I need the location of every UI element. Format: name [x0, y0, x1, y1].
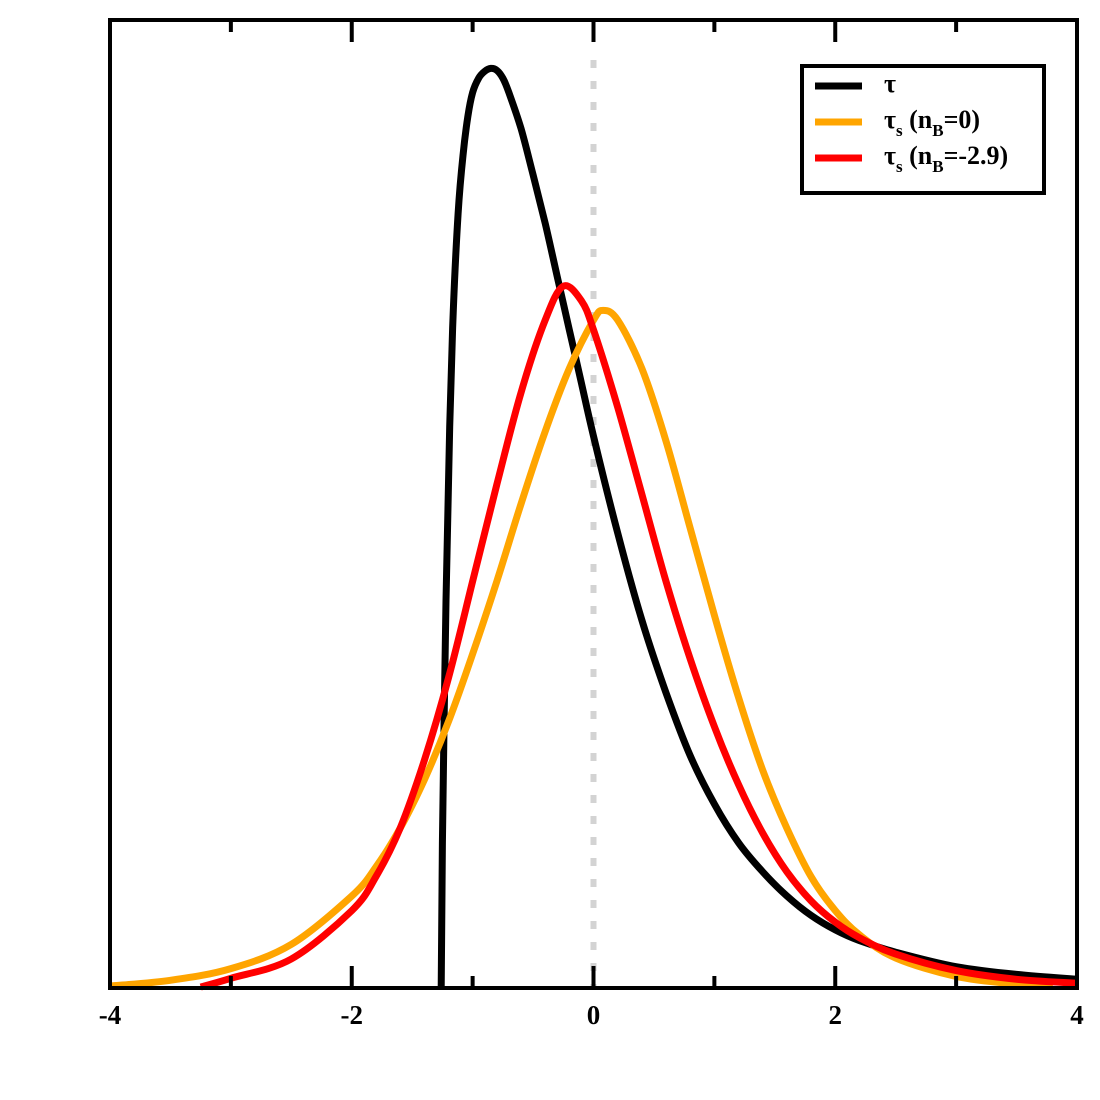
- legend-label-tau-s-nb-0: τs (nB=0): [884, 105, 980, 140]
- series-line-tau-s-nb-0: [109, 306, 1054, 990]
- x-tick-label: -4: [99, 1000, 122, 1030]
- legend: τ τs (nB=0)τs (nB=-2.9): [800, 64, 1046, 195]
- x-tick-label: 0: [587, 1000, 601, 1030]
- legend-label-tau: τ: [884, 69, 896, 98]
- series-line-tau-s-nb-minus-2-9: [199, 282, 1078, 991]
- series-layer: [109, 64, 1078, 991]
- x-tick-label: 4: [1070, 1000, 1084, 1030]
- x-tick-label: 2: [829, 1000, 843, 1030]
- axes-layer: -4 -2 0 2 4: [99, 18, 1084, 1030]
- series-line-tau: [437, 64, 1078, 989]
- legend-label-tau-s-nb-minus-2-9: τs (nB=-2.9): [884, 141, 1008, 176]
- x-tick-label: -2: [341, 1000, 364, 1030]
